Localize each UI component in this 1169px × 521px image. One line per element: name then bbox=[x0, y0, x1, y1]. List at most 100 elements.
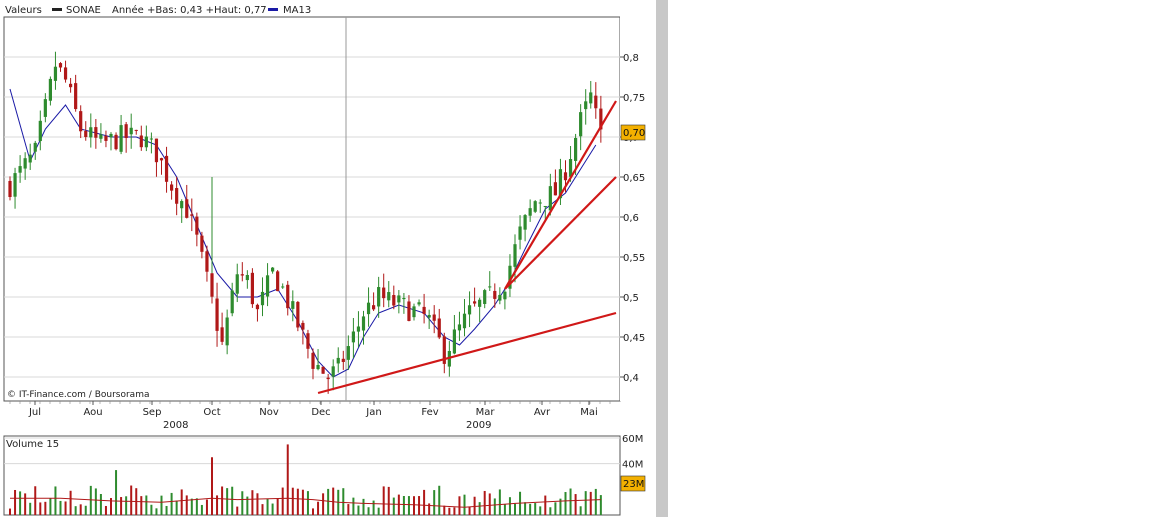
volume-bar bbox=[130, 485, 133, 515]
volume-bar bbox=[579, 506, 582, 515]
year-label-2009: 2009 bbox=[466, 420, 491, 431]
volume-bar bbox=[125, 496, 128, 515]
volume-bar bbox=[84, 505, 87, 515]
volume-bar bbox=[402, 496, 405, 515]
volume-bar bbox=[89, 485, 92, 515]
candle-body bbox=[104, 135, 108, 141]
volume-bar bbox=[236, 506, 239, 515]
volume-bar bbox=[478, 502, 481, 515]
volume-bar bbox=[468, 506, 471, 515]
source-credit: © IT-Finance.com / Boursorama bbox=[7, 390, 149, 400]
candle-body bbox=[493, 290, 497, 299]
candle-body bbox=[296, 301, 300, 328]
candle-body bbox=[498, 294, 502, 301]
volume-bar bbox=[9, 508, 11, 515]
volume-bar bbox=[544, 495, 547, 515]
candle-body bbox=[467, 305, 472, 315]
volume-bar bbox=[226, 488, 229, 515]
y-tick-label: 0,55 bbox=[623, 253, 645, 264]
candle-body bbox=[180, 201, 184, 209]
volume-bar bbox=[266, 498, 269, 515]
volume-bar bbox=[211, 457, 213, 515]
x-tick-label: Mar bbox=[476, 407, 496, 418]
volume-bar bbox=[296, 488, 299, 515]
candle-body bbox=[129, 127, 133, 135]
candle-body bbox=[159, 158, 164, 161]
volume-bar bbox=[549, 507, 552, 515]
vol-y-tick-label: 40M bbox=[622, 460, 643, 471]
y-tick-label: 0,5 bbox=[623, 293, 639, 304]
candle-body bbox=[195, 216, 199, 235]
volume-bar bbox=[301, 489, 304, 515]
volume-bar bbox=[99, 494, 102, 515]
candle-body bbox=[503, 291, 507, 300]
volume-bar bbox=[145, 495, 148, 515]
volume-bar bbox=[458, 496, 461, 515]
candle-body bbox=[331, 366, 335, 377]
candle-body bbox=[271, 267, 275, 272]
x-tick-label: Jul bbox=[28, 407, 41, 418]
candle-body bbox=[508, 265, 512, 289]
y-tick-label: 0,8 bbox=[623, 53, 639, 64]
candle-body bbox=[225, 317, 229, 346]
candle-body bbox=[33, 142, 37, 152]
volume-y-axis: 60M 40M bbox=[622, 434, 643, 471]
candle-body bbox=[457, 324, 462, 331]
volume-bar bbox=[271, 503, 274, 515]
candle-body bbox=[558, 169, 563, 199]
volume-panel bbox=[3, 435, 621, 516]
volume-bar bbox=[352, 497, 355, 515]
x-tick-label: Oct bbox=[203, 407, 220, 418]
volume-bar bbox=[291, 487, 294, 515]
candle-body bbox=[568, 159, 573, 177]
volume-bar bbox=[413, 496, 415, 515]
chart-frame: Valeurs SONAE Année +Bas: 0,43 +Haut: 0,… bbox=[3, 0, 668, 517]
volume-bar bbox=[443, 505, 446, 515]
volume-bar bbox=[589, 491, 592, 515]
volume-bar bbox=[200, 504, 203, 515]
volume-bar bbox=[160, 495, 163, 515]
volume-bar bbox=[407, 496, 410, 515]
volume-bar bbox=[190, 498, 193, 515]
volume-bar bbox=[347, 504, 350, 515]
candle-body bbox=[326, 377, 330, 380]
candle-body bbox=[114, 134, 118, 150]
volume-bar bbox=[221, 486, 224, 515]
volume-title: Volume 15 bbox=[6, 439, 59, 450]
volume-bar bbox=[94, 488, 97, 515]
volume-bar bbox=[241, 491, 244, 515]
candle-body bbox=[518, 226, 522, 240]
candle-body bbox=[276, 271, 280, 292]
volume-bar bbox=[49, 498, 52, 515]
x-tick-label: Dec bbox=[311, 407, 330, 418]
volume-bar bbox=[165, 505, 168, 515]
volume-bar bbox=[599, 495, 602, 515]
candle-body bbox=[18, 166, 22, 173]
last-volume-badge bbox=[620, 475, 646, 492]
candle-body bbox=[437, 318, 441, 338]
volume-bar bbox=[216, 495, 219, 515]
candle-body bbox=[321, 366, 325, 374]
vol-y-tick-label: 60M bbox=[622, 434, 643, 445]
x-tick-label: Fev bbox=[421, 407, 438, 418]
volume-bar bbox=[115, 470, 118, 515]
x-tick-label: Sep bbox=[143, 407, 162, 418]
horizontal-gridlines bbox=[4, 56, 620, 378]
volume-bar bbox=[594, 488, 597, 515]
candle-body bbox=[220, 327, 224, 342]
volume-bar bbox=[59, 500, 62, 515]
volume-bar bbox=[508, 497, 511, 515]
x-tick-label: Nov bbox=[259, 407, 279, 418]
candle-body bbox=[190, 214, 194, 216]
candle-body bbox=[13, 173, 17, 197]
volume-bar bbox=[428, 503, 431, 515]
volume-bar bbox=[19, 491, 22, 515]
stock-chart: Valeurs SONAE Année +Bas: 0,43 +Haut: 0,… bbox=[3, 0, 668, 517]
volume-bar bbox=[503, 504, 506, 515]
y-tick-label: 0,65 bbox=[623, 173, 645, 184]
volume-bar bbox=[372, 500, 375, 515]
volume-bar bbox=[559, 498, 562, 515]
volume-bar bbox=[357, 505, 360, 515]
volume-bar bbox=[24, 493, 27, 515]
y-tick-label: 0,6 bbox=[623, 213, 639, 224]
